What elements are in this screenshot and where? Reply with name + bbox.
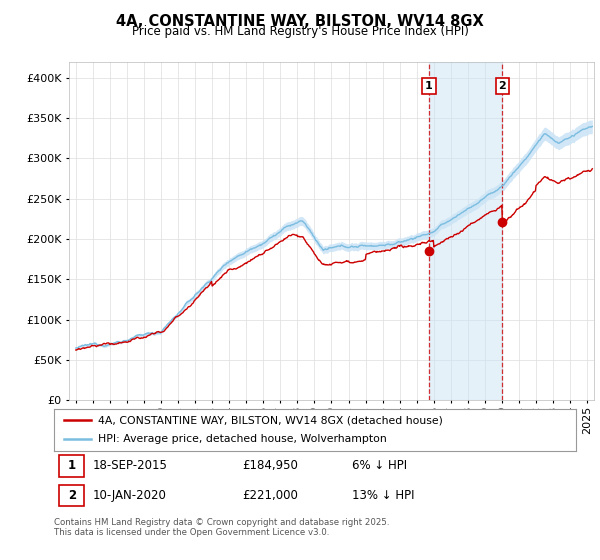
Text: 1: 1	[425, 81, 433, 91]
Text: 2: 2	[68, 489, 76, 502]
Text: 18-SEP-2015: 18-SEP-2015	[93, 459, 168, 473]
Text: 6% ↓ HPI: 6% ↓ HPI	[352, 459, 407, 473]
Text: £221,000: £221,000	[242, 489, 298, 502]
Text: Price paid vs. HM Land Registry's House Price Index (HPI): Price paid vs. HM Land Registry's House …	[131, 25, 469, 38]
Text: 13% ↓ HPI: 13% ↓ HPI	[352, 489, 414, 502]
Text: Contains HM Land Registry data © Crown copyright and database right 2025.
This d: Contains HM Land Registry data © Crown c…	[54, 518, 389, 538]
Text: HPI: Average price, detached house, Wolverhampton: HPI: Average price, detached house, Wolv…	[98, 435, 387, 445]
Bar	[59, 455, 84, 477]
Bar	[429, 62, 502, 400]
Bar	[59, 485, 84, 506]
Text: 2: 2	[499, 81, 506, 91]
Text: 1: 1	[68, 459, 76, 473]
Text: 10-JAN-2020: 10-JAN-2020	[93, 489, 167, 502]
Text: 4A, CONSTANTINE WAY, BILSTON, WV14 8GX: 4A, CONSTANTINE WAY, BILSTON, WV14 8GX	[116, 14, 484, 29]
Text: £184,950: £184,950	[242, 459, 298, 473]
Text: 4A, CONSTANTINE WAY, BILSTON, WV14 8GX (detached house): 4A, CONSTANTINE WAY, BILSTON, WV14 8GX (…	[98, 415, 443, 425]
